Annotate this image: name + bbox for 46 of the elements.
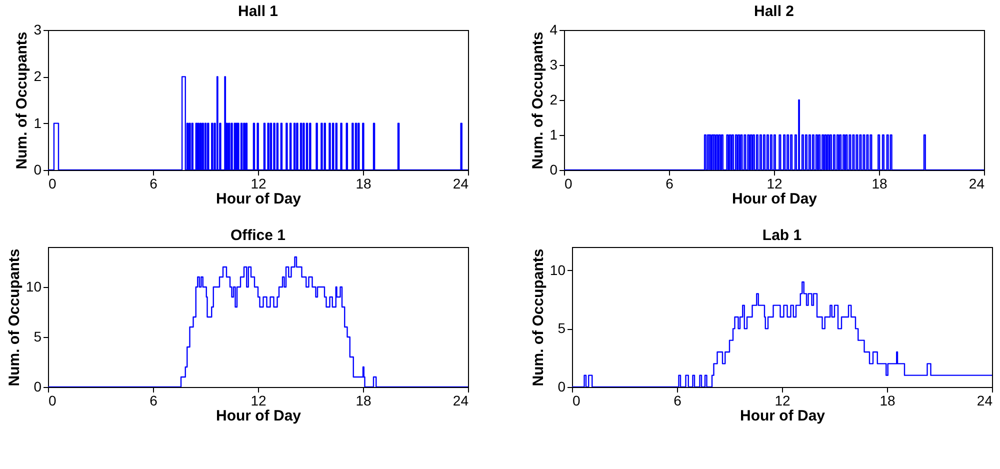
x-tick-label: 12 [250, 176, 266, 192]
x-axis-title: Hour of Day [732, 190, 818, 208]
y-tick-label: 5 [558, 320, 566, 336]
y-axis-title: Num. of Occupants [14, 32, 31, 170]
y-tick-label: 5 [34, 328, 42, 344]
x-tick-label: 24 [976, 392, 993, 408]
x-tick-label: 24 [452, 176, 469, 192]
x-tick-label: 18 [356, 392, 372, 408]
x-axis-title: Hour of Day [740, 408, 826, 424]
x-tick-label: 12 [766, 176, 782, 192]
y-tick-label: 3 [550, 56, 558, 72]
x-tick-label: 6 [150, 392, 158, 408]
chart-title: Office 1 [230, 227, 286, 244]
y-axis-title: Num. of Occupants [530, 32, 547, 170]
y-tick-label: 0 [34, 378, 42, 394]
x-tick-label: 0 [48, 392, 56, 408]
y-tick-label: 2 [550, 92, 558, 108]
y-axis-title: Num. of Occupants [530, 248, 547, 386]
chart-title: Hall 1 [238, 3, 278, 20]
y-tick-label: 10 [26, 278, 42, 294]
chart-title: Lab 1 [762, 227, 802, 244]
chart-title: Hall 2 [754, 3, 794, 20]
x-tick-label: 0 [48, 176, 56, 192]
y-axis-title: Num. of Occupants [6, 248, 23, 386]
x-tick-label: 6 [674, 392, 682, 408]
x-axis-title: Hour of Day [216, 408, 302, 424]
x-tick-label: 12 [250, 392, 266, 408]
x-tick-label: 12 [774, 392, 790, 408]
y-tick-label: 3 [34, 22, 42, 38]
x-tick-label: 0 [572, 392, 580, 408]
y-tick-label: 10 [550, 262, 566, 278]
y-tick-label: 1 [34, 114, 42, 131]
y-tick-label: 2 [34, 68, 42, 84]
y-tick-label: 0 [550, 162, 558, 178]
x-tick-label: 18 [872, 176, 888, 192]
y-tick-label: 0 [558, 378, 566, 394]
x-tick-label: 6 [150, 176, 158, 192]
y-tick-label: 1 [550, 126, 558, 142]
y-tick-label: 4 [550, 22, 558, 38]
x-tick-label: 6 [666, 176, 674, 192]
x-tick-label: 24 [452, 392, 469, 408]
x-tick-label: 18 [356, 176, 372, 192]
y-tick-label: 0 [34, 162, 42, 178]
x-tick-label: 18 [880, 392, 896, 408]
x-tick-label: 24 [968, 176, 985, 192]
x-axis-title: Hour of Day [216, 190, 302, 208]
